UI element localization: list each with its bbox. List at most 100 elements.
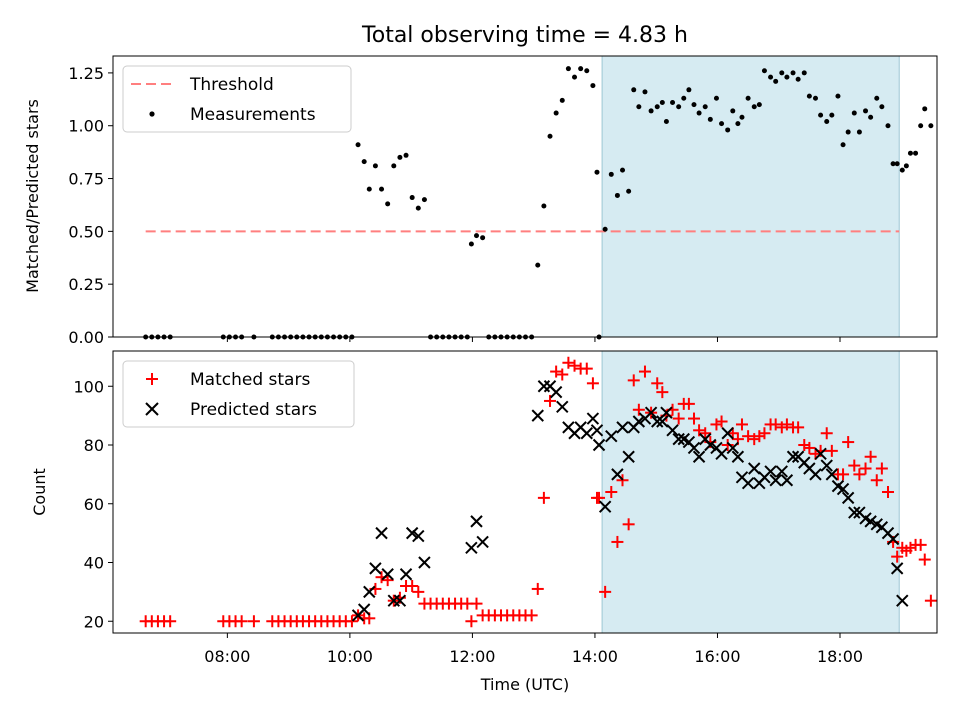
matched-star-point (792, 421, 805, 434)
predicted-star-point (375, 526, 388, 540)
measurement-point (535, 262, 541, 268)
measurement-point (928, 123, 934, 129)
x-axis-title: Time (UTC) (480, 675, 569, 694)
x-tick-label: 08:00 (204, 647, 250, 666)
matched-star-point (837, 468, 850, 481)
predicted-star-point (656, 415, 669, 428)
predicted-star-point (605, 429, 618, 443)
matched-star-point (748, 433, 761, 446)
measurement-point (372, 163, 378, 169)
measurement-point (845, 129, 851, 135)
predicted-star-point (764, 465, 777, 478)
predicted-star-point (616, 421, 629, 434)
measurement-point (903, 163, 909, 169)
matched-star-point (742, 430, 755, 443)
predicted-star-point (531, 409, 544, 422)
predicted-star-point (864, 515, 877, 528)
matched-star-point (550, 365, 563, 378)
predicted-star-point (405, 526, 419, 540)
y-tick-label: 80 (84, 436, 104, 455)
measurement-point (696, 110, 702, 116)
predicted-star-point (363, 585, 376, 599)
predicted-star-point (399, 568, 413, 581)
matched-star-point (247, 615, 260, 628)
top-axes-frame (112, 55, 938, 338)
bottom-y-axis-title: Count (30, 468, 49, 516)
matched-star-point (918, 553, 931, 566)
predicted-star-point (775, 465, 789, 478)
matched-star-point (753, 430, 766, 443)
matched-star-point (622, 518, 635, 531)
predicted-star-point (381, 568, 394, 581)
predicted-star-point (611, 468, 624, 481)
measurement-point (713, 95, 719, 101)
matched-star-point (651, 377, 664, 390)
matched-star-point (568, 359, 581, 372)
matched-star-point (820, 427, 833, 440)
measurement-point (559, 97, 565, 103)
matched-star-point (580, 362, 593, 375)
measurement-point (725, 127, 731, 133)
predicted-star-point (687, 441, 701, 455)
measurement-point (707, 116, 713, 122)
predicted-star-point (814, 447, 827, 461)
predicted-star-point (465, 541, 478, 555)
measurement-point (626, 188, 632, 194)
predicted-star-point (357, 603, 371, 616)
x-tick-label: 14:00 (572, 647, 618, 666)
measurement-point (421, 197, 427, 203)
matched-star-point (859, 462, 872, 475)
measurement-point (631, 87, 637, 93)
measurement-point (739, 114, 745, 120)
predicted-star-point (660, 406, 673, 419)
y-tick-label: 100 (73, 377, 104, 396)
predicted-star-point (369, 562, 382, 575)
bottom-panel: 20 40 60 80 100 08:00 10:00 12:00 14:00 16:00 18:… (30, 350, 938, 694)
measurement-point (584, 68, 590, 74)
measurement-point (480, 235, 486, 241)
measurement-point (922, 106, 928, 112)
measurement-point (468, 241, 474, 247)
predicted-star-point (786, 450, 800, 463)
measurement-point (553, 110, 559, 116)
predicted-star-point (470, 515, 483, 528)
measurement-point (572, 74, 578, 80)
measurement-point (415, 205, 421, 211)
measurement-point (874, 95, 880, 101)
x-tick-label: 12:00 (449, 647, 495, 666)
measurement-point (608, 171, 614, 177)
y-tick-label: 40 (84, 554, 104, 573)
predicted-star-point (741, 476, 755, 490)
matched-star-point (710, 418, 723, 431)
predicted-star-point (692, 450, 706, 463)
matched-star-point (881, 486, 894, 498)
predicted-star-point (820, 459, 833, 472)
top-y-ticks: 0.00 0.25 0.50 0.75 1.00 1.25 (68, 64, 113, 347)
predicted-star-point (886, 532, 900, 546)
predicted-star-point (769, 474, 782, 487)
x-tick-label: 10:00 (327, 647, 373, 666)
predicted-star-point (580, 427, 593, 440)
measurement-point (773, 78, 779, 84)
matched-star-point (537, 491, 550, 504)
legend-threshold-label: Threshold (189, 75, 274, 95)
matched-star-point (875, 462, 888, 475)
measurement-point (756, 102, 762, 108)
matched-star-point (758, 427, 771, 440)
measurement-point (366, 186, 372, 192)
matched-star-point (870, 474, 883, 487)
measurement-point (818, 112, 824, 118)
matched-star-point (672, 412, 685, 425)
measurement-point (840, 142, 846, 148)
measurement-point (385, 201, 391, 207)
predicted-star-point (825, 468, 839, 481)
measurement-point (642, 89, 648, 95)
measurement-point (541, 203, 547, 209)
matched-star-point (525, 609, 538, 622)
measurement-point (745, 95, 751, 101)
predicted-star-point (549, 385, 563, 399)
measurement-point (913, 150, 919, 156)
matched-star-point (656, 386, 669, 399)
matched-star-point (848, 459, 861, 472)
measurement-point (907, 150, 913, 156)
